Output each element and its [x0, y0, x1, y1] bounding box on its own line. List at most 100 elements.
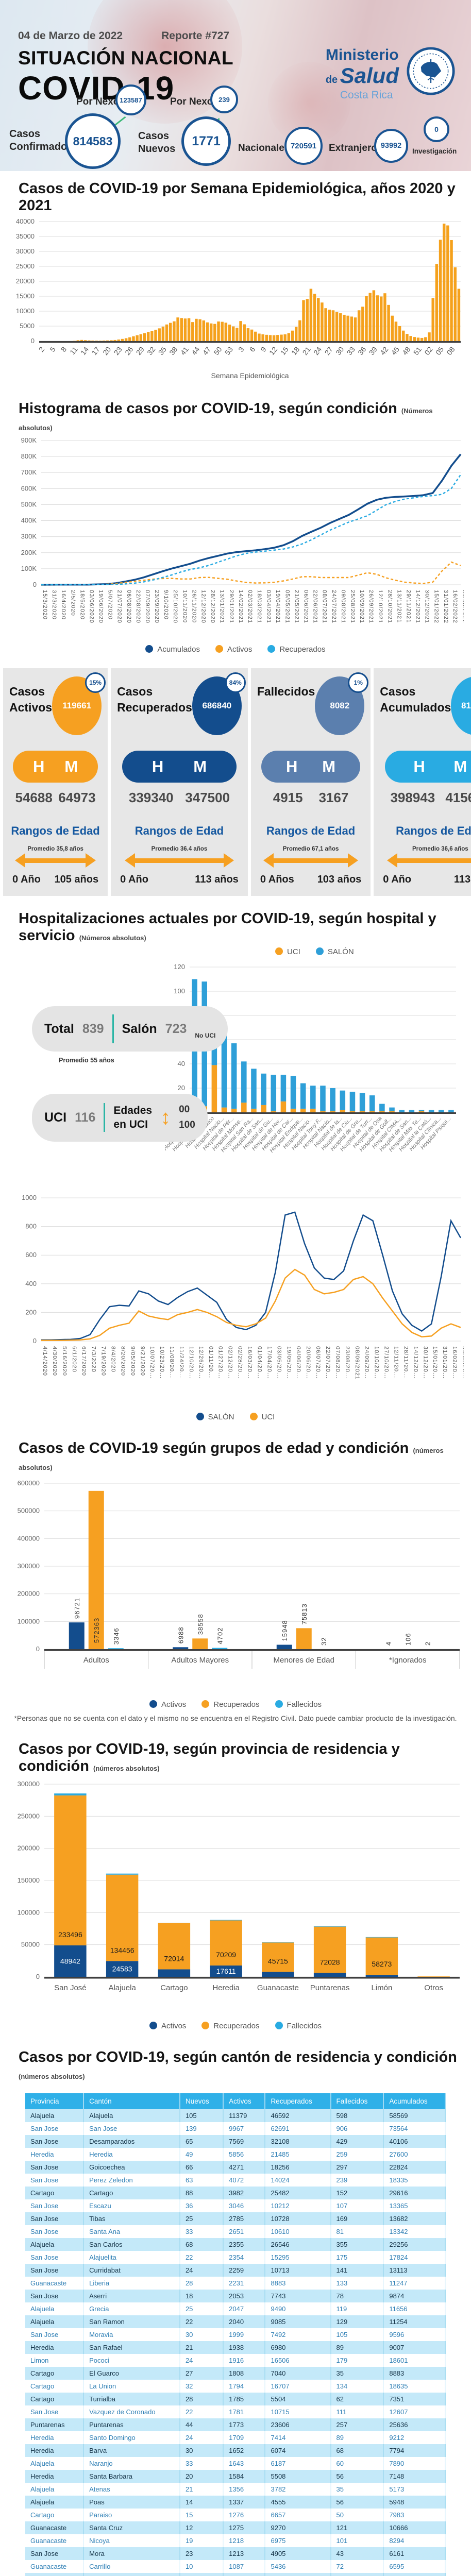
table-row: Alajuela Poas 14 1337 4555 56 5948 — [25, 2496, 446, 2509]
svg-text:01/11/20...: 01/11/20... — [208, 1346, 214, 1378]
svg-text:16/02/2022: 16/02/2022 — [452, 590, 458, 623]
svg-text:233496: 233496 — [58, 1930, 82, 1939]
table-row: Cartago Paraiso 15 1276 6657 50 7983 — [25, 2509, 446, 2521]
por-nexo-nuevos-circle: 239 — [210, 86, 238, 113]
age-range-values: 0 Año 105 años — [12, 874, 99, 885]
svg-text:21/07/2020: 21/07/2020 — [116, 590, 123, 623]
svg-text:22/08/2020: 22/08/2020 — [135, 590, 141, 623]
card-value: 814583 — [451, 676, 471, 735]
svg-text:21/05/2021: 21/05/2021 — [293, 590, 299, 623]
svg-text:500000: 500000 — [18, 1507, 40, 1515]
svg-text:13/01/2021: 13/01/2021 — [219, 590, 225, 623]
rangos-label: Rangos de Edad — [11, 824, 100, 837]
svg-text:30/12/20...: 30/12/20... — [422, 1346, 428, 1379]
svg-text:300K: 300K — [21, 533, 37, 540]
table-row: San Jose Mora 23 1213 4905 43 6161 — [25, 2547, 446, 2560]
svg-text:35: 35 — [157, 345, 168, 357]
divider — [112, 1014, 114, 1043]
card-percent-badge: 15% — [85, 672, 106, 693]
svg-text:45: 45 — [390, 345, 401, 357]
summary-card-recuperados: Casos Recuperados 686840 84% H M 339340 347500 R… — [111, 668, 248, 896]
province-legend: Activos Recuperados Fallecidos — [7, 2022, 464, 2030]
svg-text:48: 48 — [400, 345, 412, 357]
table-row: Heredia Santa Barbara 20 1584 5508 56 7148 — [25, 2470, 446, 2483]
svg-text:51: 51 — [412, 345, 423, 357]
hospital-line-legend: SALÓN UCI — [7, 1413, 464, 1421]
legend-item: SALÓN — [315, 947, 354, 956]
svg-text:San José: San José — [54, 1984, 87, 1992]
svg-text:9/10/2020: 9/10/2020 — [163, 590, 169, 620]
column-header: Fallecidos — [330, 2093, 384, 2109]
svg-text:24/07/2021: 24/07/2021 — [331, 590, 337, 623]
svg-text:75813: 75813 — [300, 1603, 308, 1624]
card-title: Casos Acumulados — [380, 685, 451, 715]
svg-text:Alajuela: Alajuela — [108, 1984, 136, 1992]
series-Recuperados — [41, 474, 462, 586]
svg-text:0: 0 — [33, 1337, 37, 1345]
svg-text:11: 11 — [68, 345, 79, 356]
svg-text:200000: 200000 — [18, 1844, 40, 1852]
age-range-values: 0 Años 103 años — [260, 874, 362, 885]
svg-text:02/03/2021: 02/03/2021 — [247, 590, 253, 623]
extranjeros-circle: 93992 — [374, 129, 408, 163]
svg-text:36: 36 — [356, 345, 367, 357]
svg-text:48942: 48942 — [60, 1957, 80, 1965]
svg-text:26/11/2020: 26/11/2020 — [191, 590, 197, 623]
svg-text:*Ignorados: *Ignorados — [389, 1656, 427, 1665]
table-row: Alajuela Naranjo 33 1643 6187 60 7890 — [25, 2457, 446, 2470]
svg-text:Limón: Limón — [371, 1984, 392, 1992]
svg-text:3346: 3346 — [112, 1628, 120, 1645]
svg-text:29/11/2021: 29/11/2021 — [405, 590, 411, 623]
age-range-arrow-icon — [263, 853, 358, 868]
vertical-arrow-icon: ↕ — [160, 1106, 171, 1129]
table-row: Heredia Barva 30 1652 6074 68 7794 — [25, 2444, 446, 2457]
por-nexo-label: Por Nexo — [76, 96, 120, 107]
table-row: Guanacaste Liberia 28 2231 8883 133 11247 — [25, 2277, 446, 2290]
svg-text:100K: 100K — [21, 565, 37, 572]
table-header-row: Provincia Cantón Nuevos Activos Recuperados F… — [25, 2093, 446, 2109]
svg-text:38: 38 — [167, 345, 179, 357]
column-header: Cantón — [83, 2093, 180, 2109]
table-row: San Jose Moravia 30 1999 7492 105 9596 — [25, 2328, 446, 2341]
svg-text:44: 44 — [190, 345, 201, 357]
svg-text:200K: 200K — [21, 549, 37, 556]
svg-text:15948: 15948 — [281, 1620, 289, 1641]
svg-text:12: 12 — [267, 345, 279, 357]
weekly-chart-section: Casos de COVID-19 por Semana Epidemiológ… — [0, 171, 471, 391]
svg-text:47: 47 — [201, 345, 212, 357]
page-subtitle: COVID-19 — [18, 70, 175, 107]
svg-text:4/30/2020: 4/30/2020 — [52, 1346, 58, 1376]
hospital-timeline-chart: 0 200 400 600 800 1000 4/14/2020 4/30/2020 5/16/… — [22, 1194, 467, 1380]
rangos-label: Rangos de Edad — [266, 824, 356, 837]
card-title: Fallecidos — [257, 685, 315, 698]
svg-text:800K: 800K — [21, 452, 37, 460]
svg-text:0: 0 — [36, 1645, 40, 1653]
histogram-title: Histograma de casos por COVID-19, según … — [19, 400, 433, 432]
svg-text:23/09/2020: 23/09/2020 — [154, 590, 160, 623]
svg-text:40: 40 — [178, 1060, 185, 1067]
histogram-legend: Acumulados Activos Recuperados — [7, 645, 464, 654]
svg-text:600K: 600K — [21, 484, 37, 492]
svg-text:32: 32 — [320, 1637, 328, 1646]
table-row: Guanacaste Carrillo 10 1087 5436 72 6595 — [25, 2560, 446, 2573]
svg-text:4/14/2020: 4/14/2020 — [42, 1346, 48, 1376]
svg-text:8/4/2020: 8/4/2020 — [110, 1346, 116, 1372]
svg-text:18: 18 — [290, 345, 301, 357]
svg-text:6/1/2020: 6/1/2020 — [71, 1346, 77, 1372]
age-grouped-bar-chart: 0 100000 200000 300000 400000 500000 600000 967… — [18, 1479, 460, 1669]
table-row: Cartago Turrialba 28 1785 5504 62 7351 — [25, 2393, 446, 2405]
table-row: San Jose Desamparados 65 7569 32108 429 40106 — [25, 2135, 446, 2148]
svg-text:25/08/2021: 25/08/2021 — [349, 590, 356, 623]
svg-text:27: 27 — [323, 345, 334, 357]
table-row: Alajuela Grecia 25 2047 9490 119 11656 — [25, 2302, 446, 2315]
svg-text:500K: 500K — [21, 500, 37, 508]
investigacion-label: Investigación — [412, 147, 457, 155]
table-row: San Jose Curridabat 24 2259 10713 141 13113 — [25, 2264, 446, 2277]
card-value: 686840 84% — [192, 672, 246, 735]
svg-text:08/09/2021: 08/09/2021 — [354, 1346, 360, 1380]
svg-text:11/24/20...: 11/24/20... — [178, 1346, 184, 1378]
svg-text:Heredia: Heredia — [212, 1984, 240, 1992]
summary-card-fallecidos: Fallecidos 8082 1% H M 4915 3167 Rangos de Edad… — [250, 668, 371, 896]
